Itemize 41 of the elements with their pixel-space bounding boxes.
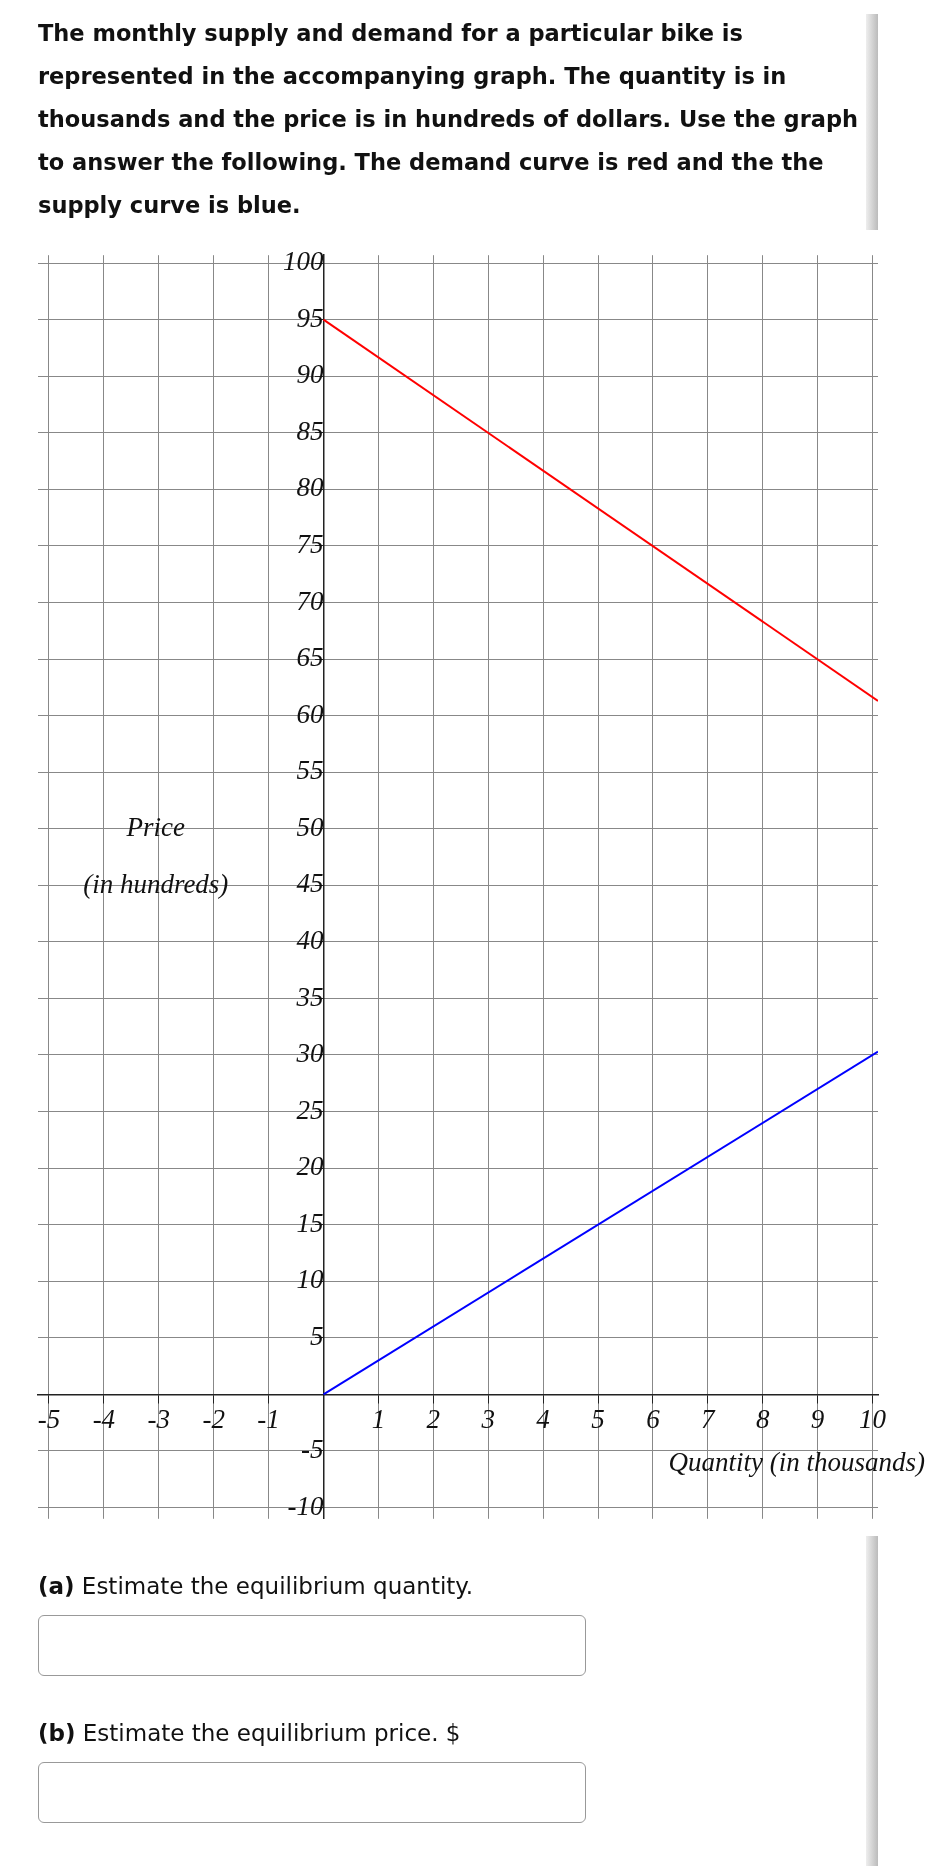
x-tick-label: -2 [202, 1403, 225, 1434]
y-tick-label: 50 [296, 811, 324, 842]
y-tick-label: 10 [296, 1264, 324, 1295]
y-tick-label: 70 [296, 585, 324, 616]
y-tick-label: -5 [300, 1434, 324, 1465]
y-tick-label: 40 [296, 924, 324, 955]
x-tick-label: 9 [810, 1403, 825, 1434]
x-tick-label: -1 [257, 1403, 280, 1434]
y-tick-label: 65 [296, 642, 324, 673]
x-tick-label: 4 [536, 1403, 550, 1434]
y-tick-label: 35 [295, 981, 324, 1012]
y-tick-label: 100 [282, 246, 324, 277]
text: (b) Estimate the equilibrium price. $ [38, 1720, 461, 1746]
y-tick-label: 15 [296, 1207, 324, 1238]
y-tick-label: 90 [296, 359, 324, 390]
x-tick-label: 5 [591, 1403, 605, 1434]
y-tick-label: 95 [296, 302, 324, 333]
x-tick-label: 10 [859, 1403, 887, 1434]
y-tick-label: 75 [296, 529, 324, 560]
x-tick-label: 8 [755, 1403, 770, 1434]
text: (a) Estimate the equilibrium quantity. [38, 1573, 473, 1599]
x-tick-label: -3 [147, 1403, 171, 1434]
x-tick-label: 3 [480, 1403, 495, 1434]
y-tick-label: 25 [296, 1094, 324, 1125]
x-tick-label: 1 [371, 1403, 386, 1434]
y-axis-title: Price (in hundreds) [83, 811, 229, 899]
chart-title: The monthly supply and demand for a particular bike is represented in the accompanying graph. The quantity is in thousands and the price is in hundreds of dollars. Use the graph to answer the following. The demand curve is red and the the supply curve is blue. [38, 19, 860, 220]
y-tick-label: 30 [295, 1038, 324, 1069]
x-axis-title: Quantity (in thousands) [668, 1447, 925, 1478]
y-tick-label: 80 [296, 472, 324, 503]
y-tick-label: 60 [296, 698, 324, 729]
y-tick-label: 20 [296, 1151, 324, 1182]
y-tick-label: 85 [296, 415, 324, 446]
x-tick-label: -5 [37, 1403, 61, 1434]
x-tick-label: -4 [92, 1403, 116, 1434]
x-tick-label: 2 [426, 1403, 441, 1434]
y-tick-label: -10 [287, 1490, 324, 1521]
y-tick-label: 45 [296, 868, 324, 899]
y-tick-label: 55 [296, 755, 324, 786]
x-tick-label: 7 [701, 1403, 717, 1434]
x-tick-label: 6 [646, 1403, 661, 1434]
